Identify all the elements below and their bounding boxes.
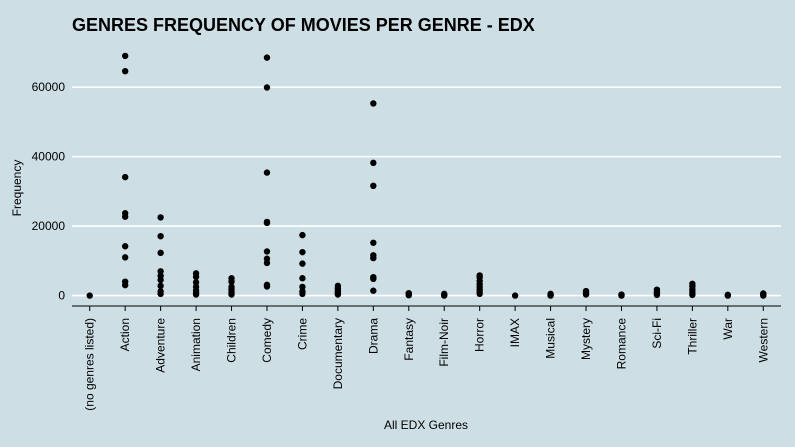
x-tick-label: Western <box>756 318 770 362</box>
x-tick-label: Thriller <box>685 318 699 355</box>
data-point <box>263 54 271 61</box>
data-point <box>192 279 200 286</box>
y-tick-label: 20000 <box>32 219 66 233</box>
data-point <box>263 84 271 91</box>
data-point <box>547 292 554 299</box>
x-tick-label: Action <box>118 318 132 351</box>
data-point <box>157 290 164 298</box>
data-point <box>157 249 164 257</box>
data-point <box>228 291 235 298</box>
x-tick-label: Drama <box>366 318 380 354</box>
data-point <box>121 243 129 250</box>
data-point <box>370 254 377 262</box>
y-tick-label: 60000 <box>32 80 66 94</box>
data-point <box>618 292 625 299</box>
y-axis-ticks: 0 20000 40000 60000 <box>32 80 66 302</box>
data-point <box>228 278 235 285</box>
x-tick-label: Adventure <box>154 318 168 373</box>
data-point <box>582 291 590 298</box>
y-tick-label: 40000 <box>32 150 66 164</box>
data-point <box>263 259 271 267</box>
data-point <box>157 232 164 240</box>
data-point <box>405 292 412 299</box>
data-point <box>299 248 306 256</box>
y-tick-label: 0 <box>58 289 65 303</box>
data-point <box>121 52 129 60</box>
x-tick-label: Animation <box>189 318 203 371</box>
x-tick-label: Fantasy <box>402 318 416 361</box>
data-point <box>334 291 342 298</box>
data-point <box>121 254 129 261</box>
data-point <box>263 283 271 290</box>
x-tick-label: Sci-Fi <box>650 318 664 349</box>
data-point <box>760 292 767 299</box>
data-point <box>157 282 164 290</box>
data-point <box>121 281 129 289</box>
grid-lines <box>72 86 781 297</box>
x-tick-label: Musical <box>544 318 558 359</box>
data-point <box>157 276 164 284</box>
x-tick-label: Crime <box>295 318 309 350</box>
data-point <box>299 231 306 239</box>
data-point <box>476 290 483 298</box>
data-point <box>441 292 448 299</box>
data-point <box>121 213 129 220</box>
data-point <box>121 173 129 181</box>
data-point <box>370 239 377 246</box>
x-tick-label: Horror <box>473 318 487 352</box>
x-axis-label: All EDX Genres <box>384 418 468 432</box>
data-point <box>157 214 164 221</box>
data-point <box>689 291 696 299</box>
x-tick-label: (no genres listed) <box>83 318 97 411</box>
x-tick-label: Children <box>225 318 239 363</box>
data-point <box>86 292 93 299</box>
data-point <box>299 260 306 267</box>
x-tick-label: Documentary <box>331 318 345 389</box>
x-tick-label: Mystery <box>579 318 593 360</box>
data-point <box>724 292 732 299</box>
data-points <box>86 52 767 299</box>
data-point <box>192 273 200 281</box>
data-point <box>370 159 377 167</box>
data-point <box>511 292 519 299</box>
data-point <box>299 283 306 291</box>
data-point <box>370 275 377 283</box>
data-point <box>299 275 306 282</box>
data-point <box>370 287 377 294</box>
x-tick-label: War <box>721 318 735 340</box>
x-tick-label: Comedy <box>260 318 274 363</box>
data-point <box>157 268 164 275</box>
data-point <box>299 290 306 298</box>
x-tick-label: IMAX <box>508 318 522 347</box>
x-tick-label: Romance <box>614 318 628 370</box>
data-point <box>653 291 661 299</box>
data-point <box>263 169 271 176</box>
data-point <box>370 100 377 107</box>
x-axis-ticks: (no genres listed) Action Adventure Animati… <box>83 306 770 411</box>
y-axis-label: Frequency <box>10 160 24 217</box>
data-point <box>263 248 271 255</box>
data-point <box>263 219 271 227</box>
chart-title: GENRES FREQUENCY OF MOVIES PER GENRE - E… <box>72 15 535 35</box>
data-point <box>370 182 377 190</box>
data-point <box>192 291 200 298</box>
data-point <box>121 67 129 75</box>
x-tick-label: Film-Noir <box>437 318 451 367</box>
